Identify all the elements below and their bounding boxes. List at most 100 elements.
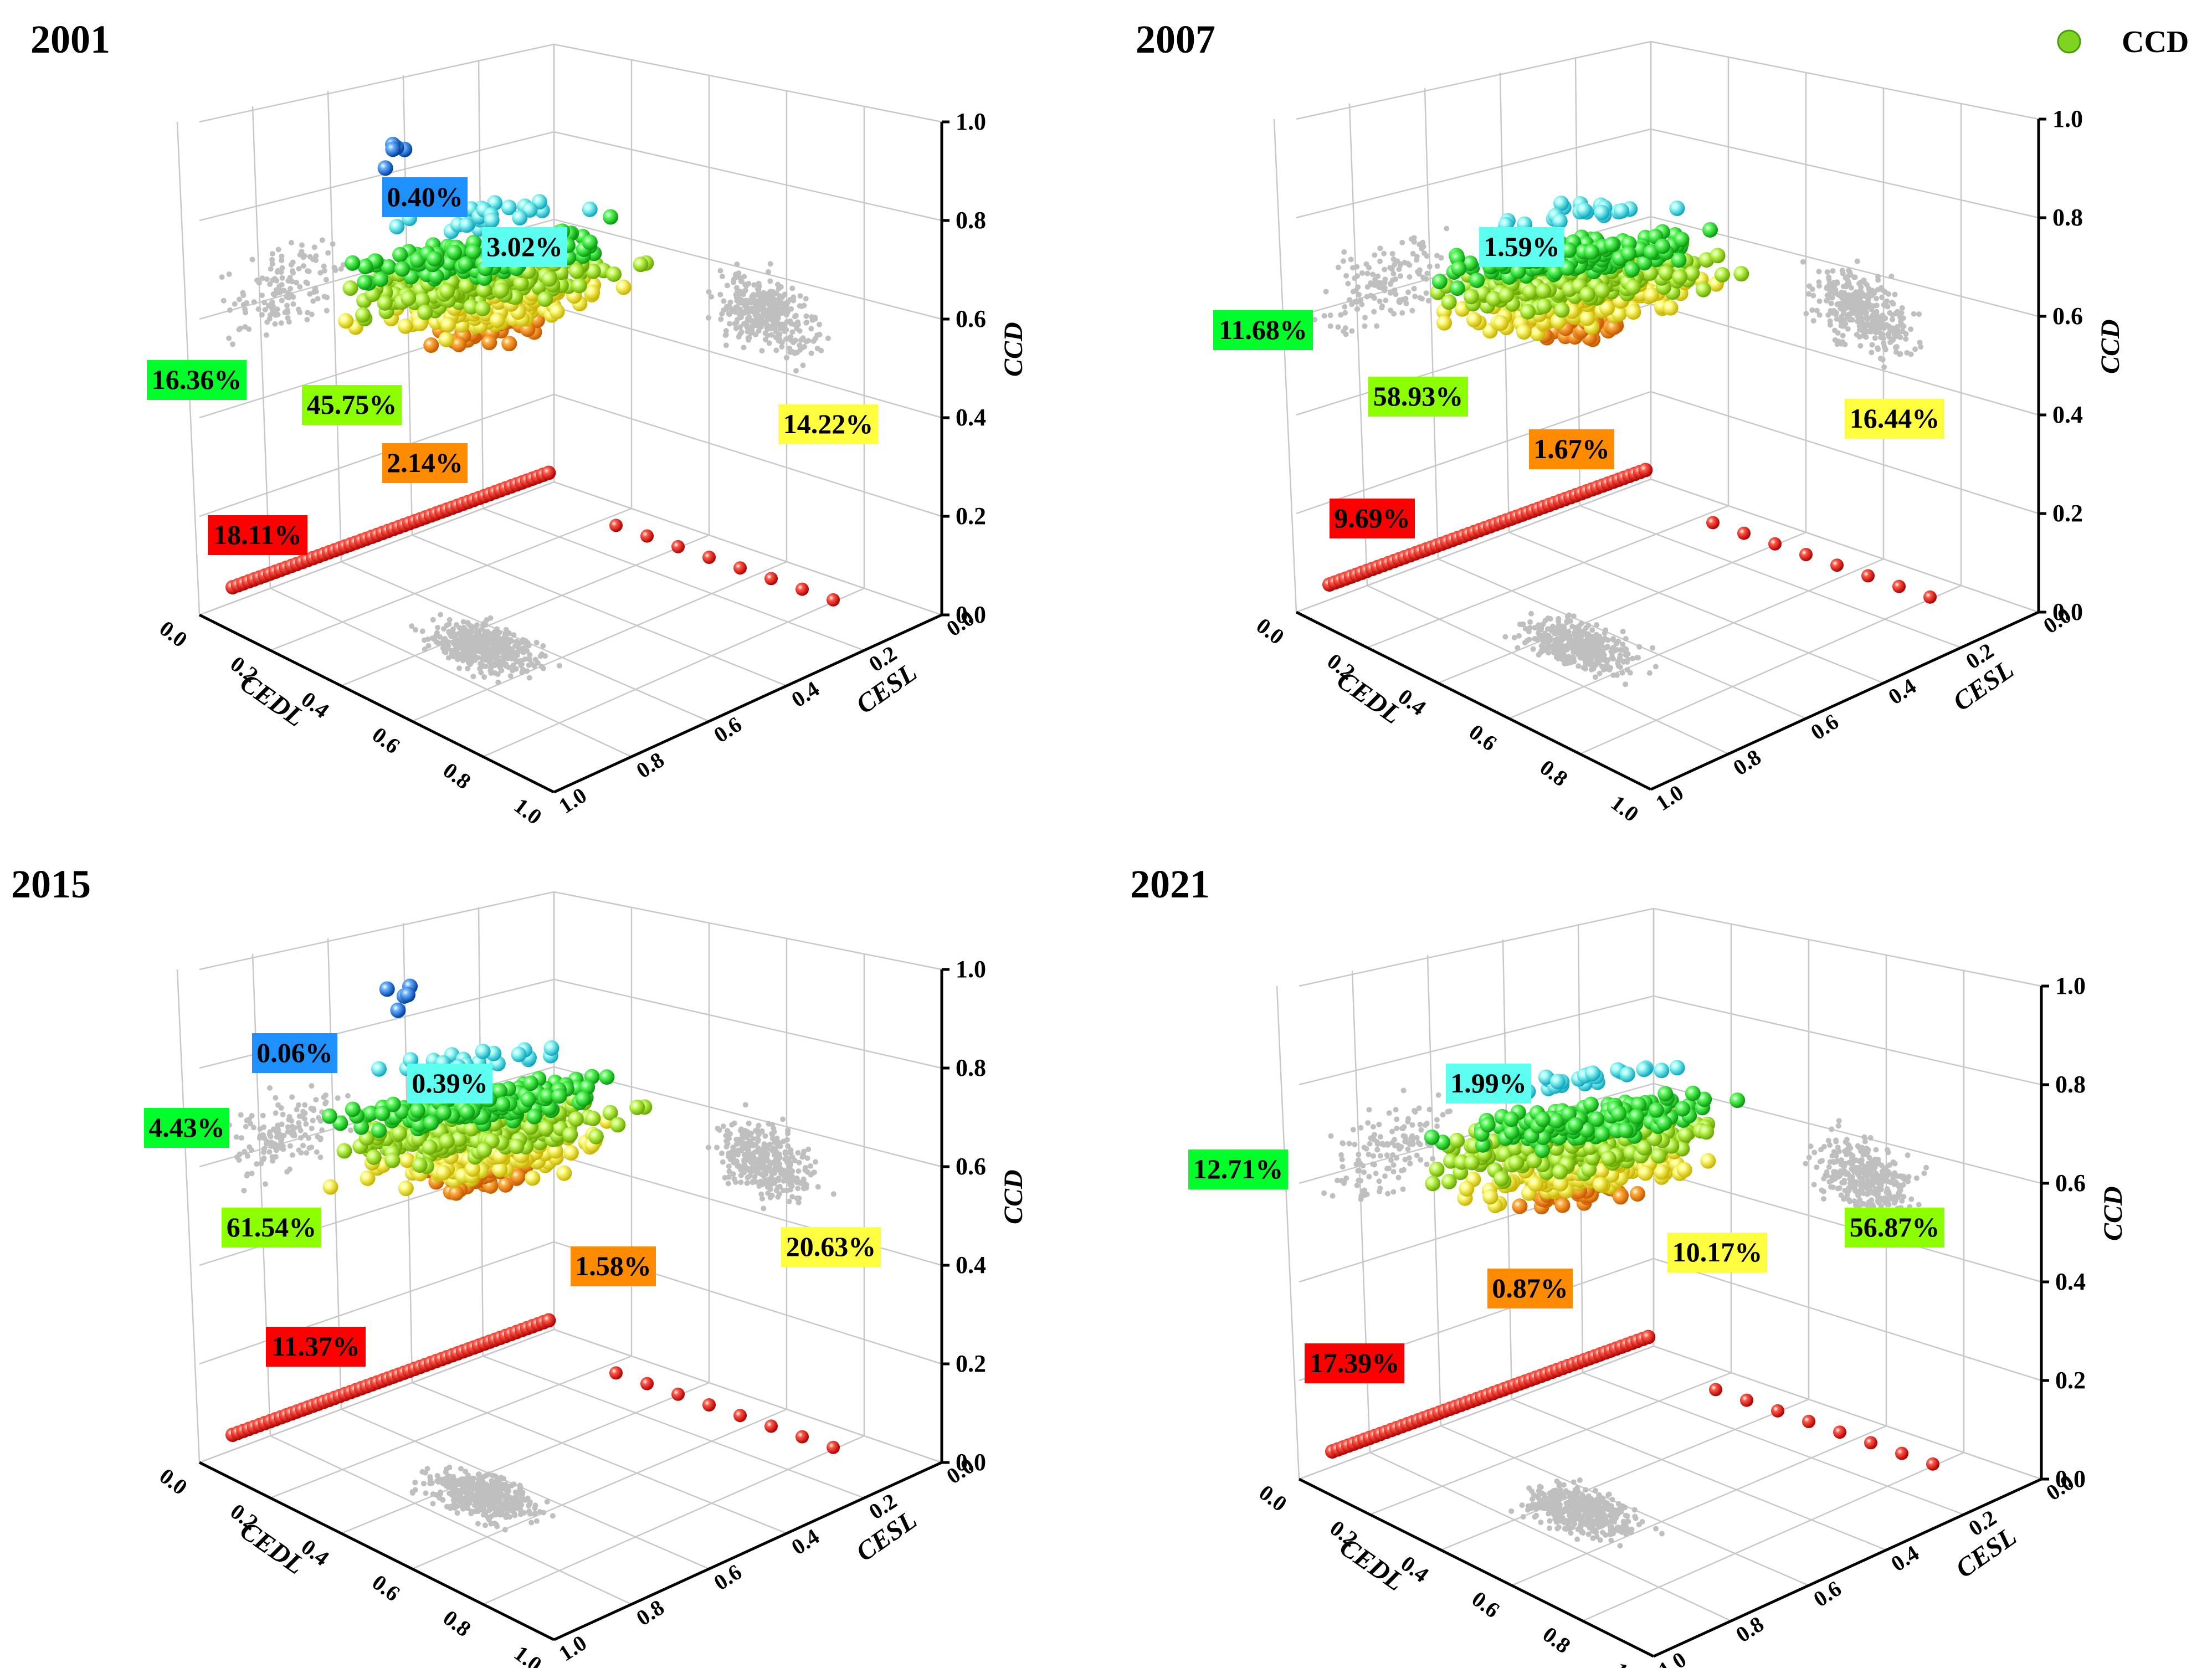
gray-point [300,1142,306,1148]
gray-point [256,1135,263,1141]
percent-label-green: 16.36% [152,364,242,395]
gray-point [753,317,759,323]
gray-point [1890,336,1896,342]
gray-point [304,1150,310,1156]
gray-point [311,244,317,250]
gray-point [1605,644,1611,650]
gray-point [524,668,530,674]
gray-point [310,1117,316,1123]
gray-point [285,315,291,321]
gray-point [723,332,729,338]
gray-point [1843,284,1849,290]
data-point-yellowgreen [417,304,433,320]
gray-point [727,304,733,310]
gray-point [437,634,443,640]
gray-point [273,1095,279,1101]
gray-point [498,638,504,644]
gray-point [1409,307,1415,314]
gray-point [261,300,268,306]
data-point-green [357,274,373,290]
gray-point [1857,296,1863,302]
gray-point [1890,301,1896,307]
gray-point [269,256,275,263]
data-point-yellowgreen [562,1127,578,1143]
gray-point [297,1127,304,1133]
chart-panel-2015: 0.00.20.40.60.81.00.00.20.40.60.81.00.00… [11,862,1028,1668]
gray-point [775,321,781,327]
data-point-red [640,529,654,543]
gray-point [487,668,494,674]
gray-point [784,319,790,325]
gray-point [791,340,797,346]
z-tick-label: 0.6 [2052,302,2083,330]
gray-point [808,350,814,356]
gray-point [750,296,756,302]
gray-point [772,1177,778,1183]
gray-point [788,333,794,340]
gray-point [1410,250,1416,256]
gray-point [1570,654,1576,660]
data-point-red [1706,516,1720,530]
grid-line [412,534,787,687]
gray-point [1859,305,1865,311]
data-point-red [640,1377,654,1390]
gray-point [511,1505,517,1511]
data-point-yellow [1493,315,1509,331]
gray-point [761,1205,767,1212]
gray-point [296,265,302,271]
gray-point [240,301,247,307]
grid-line [270,1435,632,1605]
data-point-yellowgreen [439,283,455,299]
gray-point [233,1134,239,1140]
gray-point [1327,323,1333,329]
gray-point [1362,315,1368,321]
gray-point [778,1170,784,1176]
gray-point [1438,255,1444,261]
gray-point [309,1083,315,1089]
x-tick-label: 1.0 [1607,790,1644,827]
gray-point [494,1523,500,1530]
data-point-orange [451,336,467,352]
gray-point [321,268,327,274]
gray-point [267,281,273,288]
gray-point [760,304,766,310]
gray-point [735,288,741,294]
gray-point [1854,258,1860,264]
gray-point [1517,622,1523,628]
gray-point [482,1522,488,1528]
gray-point [269,251,275,257]
gray-point [1565,660,1571,666]
gray-point [1824,284,1830,290]
gray-point [727,1156,733,1162]
gray-point [759,1182,766,1188]
gray-point [438,612,444,618]
gray-point [330,241,336,247]
gray-point [454,1510,460,1516]
gray-point [238,1112,244,1118]
gray-point [268,1143,274,1149]
gray-point [529,661,535,667]
gray-point [321,294,327,300]
gray-point [507,673,514,679]
gray-point [1620,628,1626,634]
data-point-yellowgreen [412,1157,428,1173]
gray-point [766,340,772,346]
gray-point [516,648,522,654]
gray-point [1571,630,1577,636]
gray-point [789,348,795,355]
grid-line [341,534,710,687]
data-point-yellow [338,313,354,329]
gray-point [731,1176,737,1182]
gray-point [1840,296,1846,302]
gray-point [290,301,296,307]
gray-point [249,256,255,263]
gray-point [264,1138,270,1144]
data-point-yellowgreen [1441,294,1457,310]
gray-point [1419,296,1425,302]
gray-point [510,662,516,668]
gray-point [1609,650,1615,656]
gray-point [1630,655,1636,661]
gray-point [752,303,758,309]
gray-point [797,293,803,299]
gray-point [1636,644,1643,650]
